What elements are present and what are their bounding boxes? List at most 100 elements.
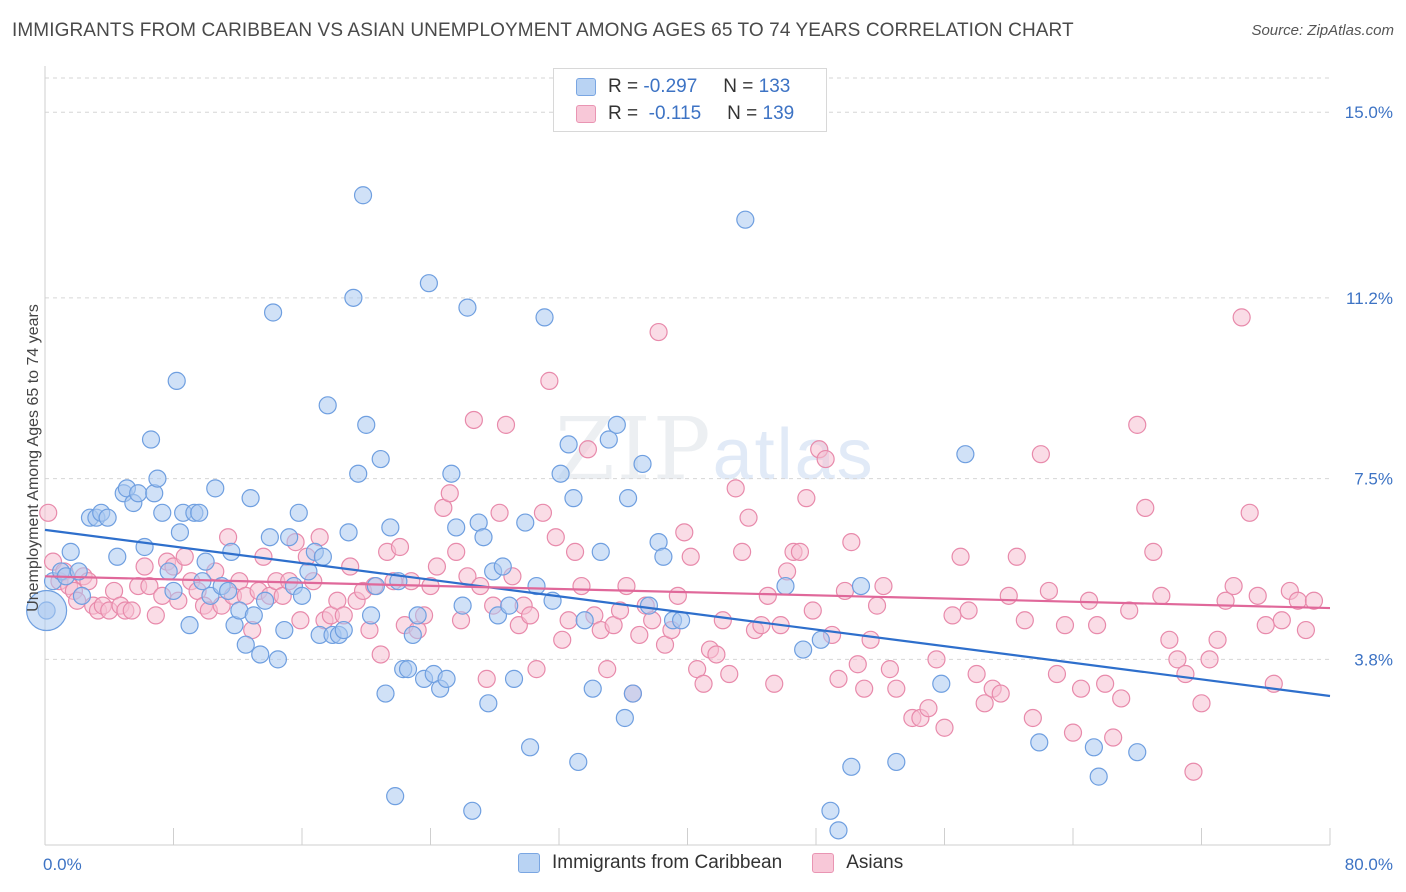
axes — [44, 66, 1331, 846]
caribbean-point — [442, 464, 461, 483]
caribbean-point — [339, 523, 358, 542]
asians-point — [1047, 664, 1067, 684]
asians-point — [765, 674, 784, 693]
legend-n-label: N = — [727, 103, 758, 124]
asians-point — [527, 660, 546, 679]
asians-point — [1079, 591, 1099, 610]
asians-point — [1272, 611, 1291, 630]
asians-point — [999, 586, 1018, 605]
caribbean-point — [318, 396, 337, 415]
asians-point — [1208, 630, 1227, 649]
caribbean-point — [145, 484, 164, 503]
caribbean-point — [260, 528, 279, 547]
asians-point — [752, 616, 771, 635]
caribbean-point — [241, 489, 260, 508]
asians-point — [122, 601, 141, 620]
caribbean-point — [887, 752, 906, 772]
caribbean-point — [69, 562, 88, 581]
caribbean-point — [623, 684, 642, 703]
asians-point — [630, 625, 649, 645]
asians-point — [927, 650, 946, 669]
y-tick-label: 15.0% — [1345, 103, 1393, 122]
caribbean-point — [956, 445, 975, 464]
caribbean-point — [463, 801, 482, 820]
asians-point — [598, 660, 617, 679]
caribbean-point — [222, 542, 241, 561]
asians-point — [880, 660, 899, 679]
x-tick-label: 0.0% — [43, 855, 82, 874]
caribbean-point — [776, 576, 795, 596]
y-axis-title: Unemployment Among Ages 65 to 74 years — [25, 304, 42, 612]
caribbean-point — [829, 821, 848, 840]
asians-point — [1184, 762, 1203, 781]
legend-r-label: R = — [608, 76, 639, 97]
asians-point — [1031, 445, 1050, 464]
asians-point — [427, 557, 447, 576]
asians-point — [867, 596, 887, 615]
asians-point — [1224, 576, 1243, 596]
asians-point — [887, 679, 906, 698]
legend-n-value: 133 — [758, 76, 791, 97]
asians-point — [477, 669, 496, 688]
caribbean-point — [236, 635, 255, 654]
caribbean-point — [313, 547, 332, 566]
caribbean-point — [344, 288, 363, 307]
asians-point — [565, 542, 585, 561]
caribbean-point — [353, 186, 373, 205]
caribbean-point — [167, 371, 186, 390]
legend: R = -0.297 N = 133 R = -0.115 N = 139 — [553, 68, 827, 132]
caribbean-point — [583, 679, 602, 698]
asians-point — [291, 611, 310, 630]
legend-r-value: -0.297 — [643, 76, 698, 97]
asians-point — [1144, 542, 1163, 561]
asians-point — [643, 611, 662, 630]
caribbean-point — [408, 606, 427, 625]
legend-swatch-blue — [576, 78, 596, 96]
asians-point — [1176, 664, 1195, 684]
asians-point — [371, 645, 390, 664]
asians-point — [874, 576, 893, 596]
caribbean-trend-line — [44, 528, 1331, 698]
asians-point — [146, 606, 165, 625]
y-tick-label: 3.8% — [1354, 650, 1393, 669]
caribbean-point — [61, 542, 80, 561]
asians-point — [1055, 616, 1075, 635]
asians-point — [390, 537, 410, 557]
caribbean-point — [671, 611, 691, 630]
asians-point — [1015, 611, 1034, 630]
caribbean-point — [842, 757, 861, 776]
x-tick-label: 80.0% — [1345, 855, 1393, 874]
asians-point — [447, 542, 466, 561]
asians-point — [943, 606, 962, 625]
caribbean-point — [108, 547, 127, 566]
asians-point — [919, 699, 938, 718]
asians-point — [1071, 679, 1091, 698]
caribbean-point — [357, 415, 376, 434]
asians-point — [707, 645, 726, 664]
asians-point — [1120, 601, 1139, 620]
caribbean-point — [289, 503, 308, 522]
caribbean-point — [559, 435, 578, 454]
asians-point — [959, 601, 978, 620]
caribbean-point — [551, 464, 570, 483]
asians-point — [1168, 650, 1187, 669]
caribbean-point — [72, 586, 92, 605]
bottom-legend-label: Asians — [846, 852, 904, 873]
bottom-legend-asians: Asians — [812, 852, 903, 874]
asians-point — [720, 664, 739, 684]
caribbean-point — [500, 596, 519, 615]
asians-point — [341, 557, 360, 576]
asians-point — [219, 528, 238, 547]
y-tick-label: 11.2% — [1346, 289, 1393, 308]
caribbean-point — [251, 645, 270, 664]
legend-swatch-pink — [576, 105, 596, 123]
caribbean-point — [419, 274, 438, 293]
asians-point — [1240, 503, 1259, 522]
y-tick-label: 7.5% — [1354, 470, 1393, 489]
asians-point — [1128, 415, 1147, 434]
source-credit: Source: ZipAtlas.com — [1251, 22, 1394, 39]
asians-point — [842, 533, 861, 552]
asians-point — [967, 664, 986, 684]
asians-point — [675, 523, 694, 542]
asians-point — [1023, 708, 1042, 728]
